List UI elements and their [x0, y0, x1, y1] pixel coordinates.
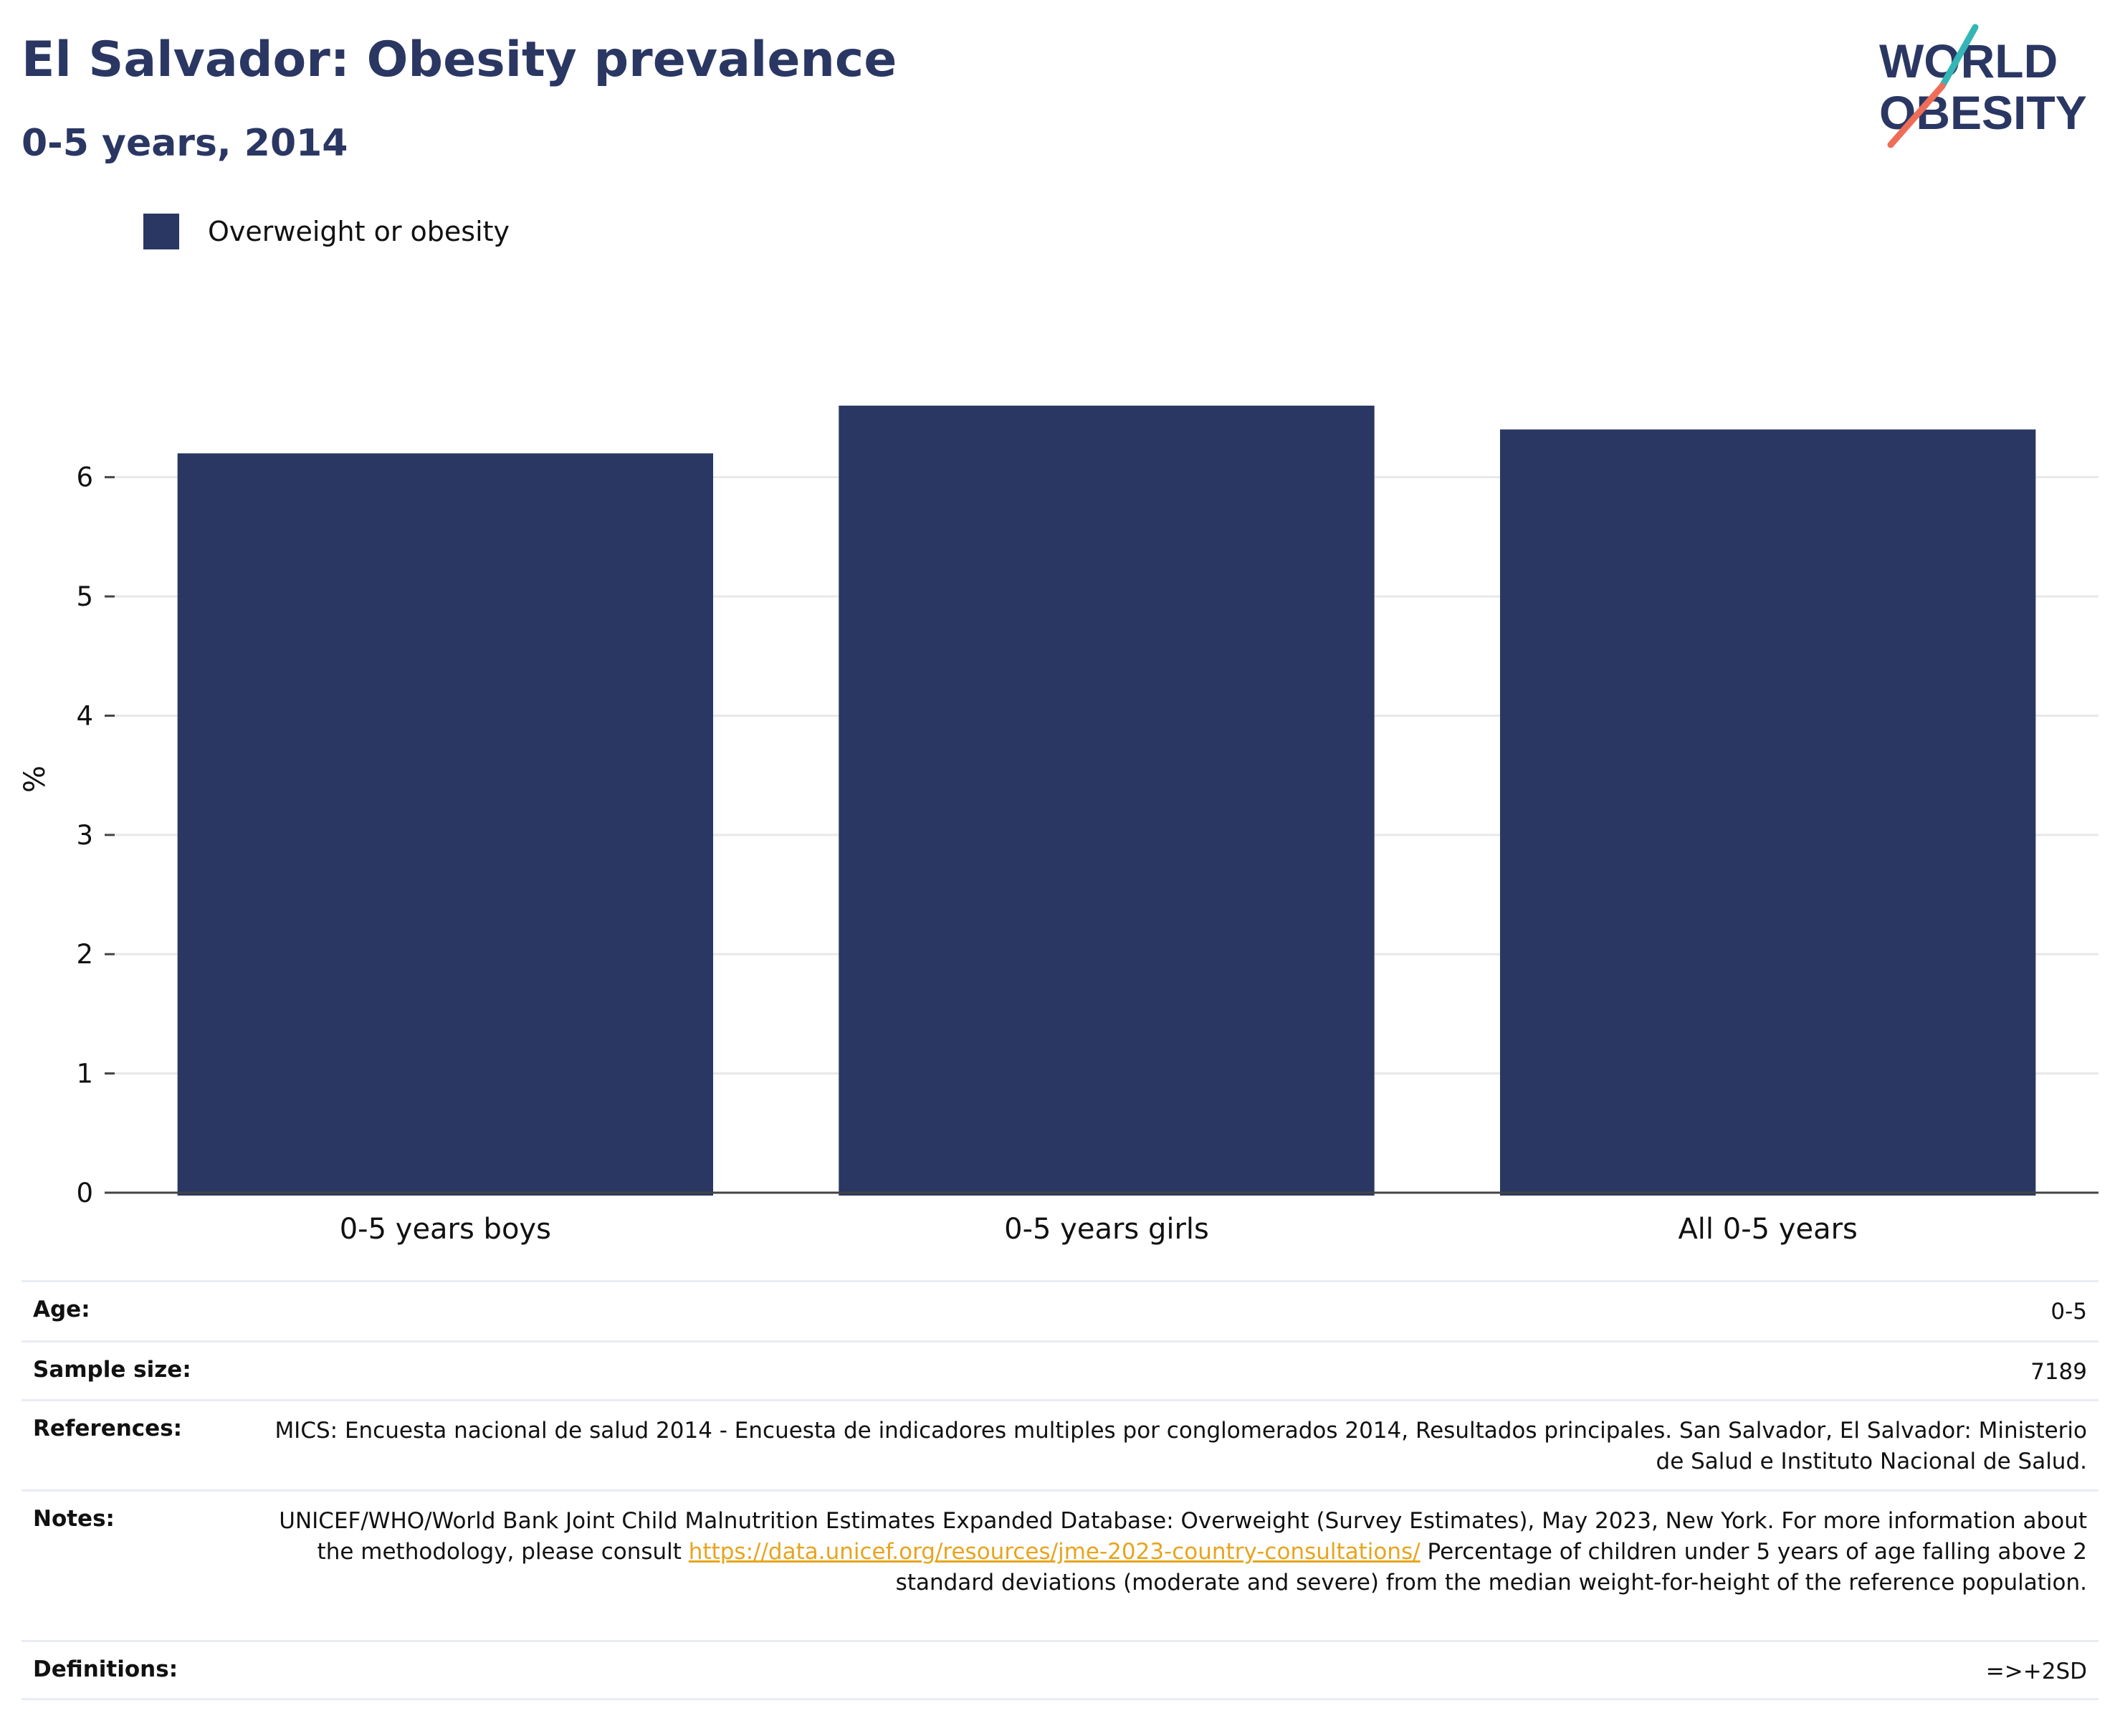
x-tick-label: 0-5 years boys — [340, 1213, 551, 1246]
notes-label: Notes: — [33, 1506, 115, 1532]
definitions-value: =>+2SD — [1985, 1659, 2087, 1684]
y-tick-labels: 0 1 2 3 4 5 6 — [76, 462, 115, 1208]
legend-label: Overweight or obesity — [208, 216, 510, 247]
info-row-references: References: MICS: Encuesta nacional de s… — [22, 1399, 2098, 1489]
y-tick-label: 5 — [76, 581, 93, 612]
bar-chart: 0 1 2 3 4 5 6 0-5 years boys 0-5 years girls All… — [19, 405, 2098, 1246]
info-row-sample-size: Sample size: 7189 — [22, 1340, 2098, 1399]
legend: Overweight or obesity — [143, 214, 510, 249]
chart-title: El Salvador: Obesity prevalence — [22, 32, 897, 88]
definitions-label: Definitions: — [33, 1656, 178, 1682]
notes-link[interactable]: https://data.unicef.org/resources/jme-20… — [688, 1539, 1421, 1565]
x-tick-label: 0-5 years girls — [1004, 1213, 1209, 1246]
info-table: Age: 0-5 Sample size: 7189 References: M… — [22, 1280, 2098, 1700]
age-value: 0-5 — [2050, 1299, 2087, 1325]
y-tick-label: 6 — [76, 462, 93, 493]
references-label: References: — [33, 1416, 183, 1441]
bars — [177, 405, 2036, 1196]
world-obesity-logo: WORLD OBESITY — [1879, 24, 2087, 148]
x-tick-label: All 0-5 years — [1678, 1213, 1857, 1246]
age-label: Age: — [33, 1297, 90, 1322]
info-row-definitions: Definitions: =>+2SD — [22, 1640, 2098, 1700]
bar-1[interactable] — [839, 405, 1375, 1196]
notes-text-2: Percentage of children under 5 years of … — [895, 1539, 2087, 1596]
x-tick-labels: 0-5 years boys 0-5 years girls All 0-5 yea… — [340, 1213, 1858, 1246]
sample-size-value: 7189 — [2030, 1359, 2087, 1385]
info-row-notes: Notes: UNICEF/WHO/World Bank Joint Child… — [22, 1489, 2098, 1640]
chart-subtitle: 0-5 years, 2014 — [22, 122, 348, 165]
y-tick-label: 2 — [76, 939, 93, 970]
y-tick-label: 0 — [76, 1178, 93, 1208]
bar-0[interactable] — [177, 453, 714, 1196]
sample-size-label: Sample size: — [33, 1357, 191, 1383]
y-tick-label: 1 — [76, 1059, 93, 1089]
logo-slash-coral — [1887, 82, 1946, 148]
info-row-age: Age: 0-5 — [22, 1280, 2098, 1340]
y-axis-label: % — [19, 766, 52, 793]
y-tick-label: 3 — [76, 820, 93, 851]
y-tick-label: 4 — [76, 700, 93, 731]
notes-text-1: UNICEF/WHO/World Bank Joint Child Malnut… — [279, 1508, 2087, 1565]
bar-2[interactable] — [1499, 429, 2036, 1196]
logo-line2: OBESITY — [1879, 86, 2087, 139]
notes-value: UNICEF/WHO/World Bank Joint Child Malnut… — [269, 1506, 2087, 1626]
logo-slash-teal — [1939, 24, 1979, 90]
legend-swatch — [143, 214, 179, 249]
references-value: MICS: Encuesta nacional de salud 2014 - … — [274, 1418, 2087, 1474]
